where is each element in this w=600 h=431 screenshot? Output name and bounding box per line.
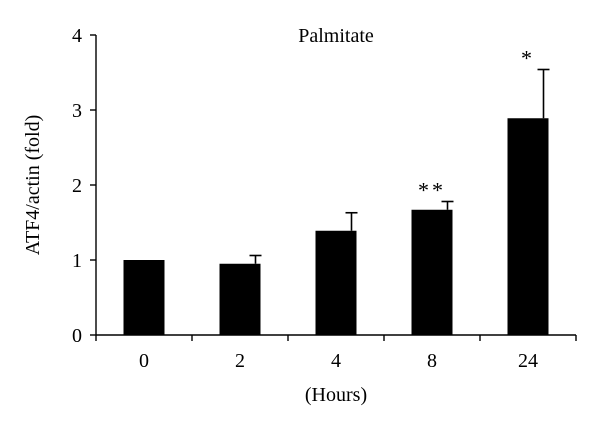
x-tick-label: 8: [427, 350, 437, 372]
x-axis-label: (Hours): [305, 384, 367, 406]
y-tick-label: 0: [72, 325, 82, 347]
y-axis-label: ATF4/actin (fold): [22, 115, 44, 256]
bar-0: [123, 260, 165, 335]
chart-title: Palmitate: [298, 25, 374, 47]
bar-8: [411, 209, 453, 335]
y-tick-label: 4: [72, 25, 82, 47]
bar-4: [315, 230, 357, 335]
x-tick-label: 24: [518, 350, 538, 372]
y-tick-label: 2: [72, 175, 82, 197]
significance-marker: **: [418, 178, 446, 203]
bar-24: [507, 118, 549, 335]
y-tick-label: 3: [72, 100, 82, 122]
x-tick-label: 4: [331, 350, 341, 372]
bar-2: [219, 263, 261, 335]
x-tick-label: 0: [139, 350, 149, 372]
x-tick-label: 2: [235, 350, 245, 372]
y-tick-label: 1: [72, 250, 82, 272]
bars: [123, 68, 550, 335]
significance-marker: *: [521, 46, 535, 71]
